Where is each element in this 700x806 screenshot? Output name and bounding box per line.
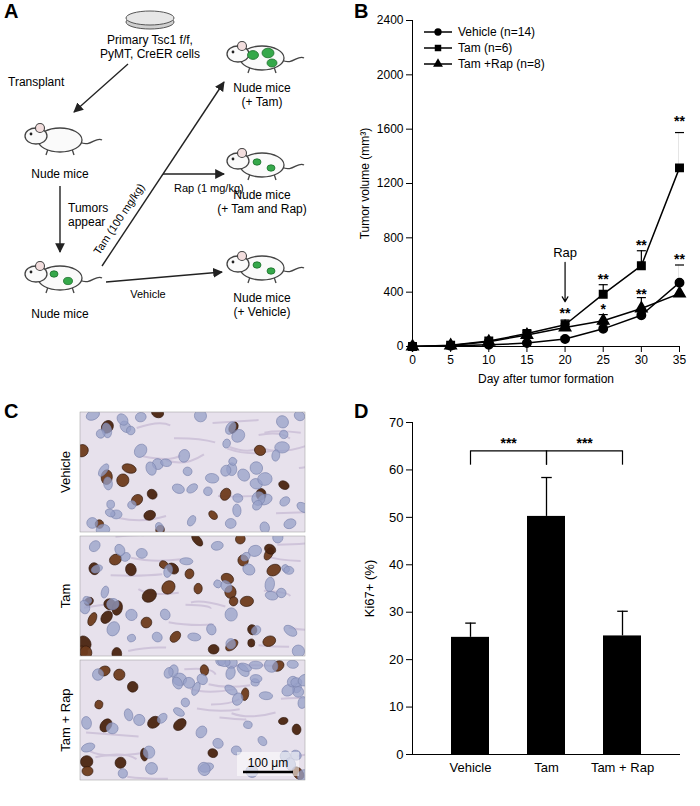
svg-text:**: ** bbox=[674, 112, 685, 128]
svg-text:Tumorsappear: Tumorsappear bbox=[68, 201, 108, 229]
html-text:A: A bbox=[4, 0, 19, 22]
svg-text:70: 70 bbox=[389, 415, 403, 430]
svg-text:Tam + Rap: Tam + Rap bbox=[591, 760, 654, 775]
svg-text:Vehicle: Vehicle bbox=[130, 288, 165, 300]
svg-text:400: 400 bbox=[383, 285, 403, 299]
svg-text:60: 60 bbox=[389, 462, 403, 477]
svg-text:0: 0 bbox=[409, 353, 416, 367]
svg-text:Tumor volume (mm³): Tumor volume (mm³) bbox=[358, 128, 372, 240]
svg-text:35: 35 bbox=[673, 353, 687, 367]
svg-text:PyMT, CreER cells: PyMT, CreER cells bbox=[100, 47, 200, 61]
svg-text:30: 30 bbox=[389, 604, 403, 619]
svg-text:**: ** bbox=[598, 271, 609, 287]
svg-text:Rap (1 mg/kg): Rap (1 mg/kg) bbox=[174, 182, 244, 194]
svg-text:40: 40 bbox=[389, 557, 403, 572]
svg-text:15: 15 bbox=[520, 353, 534, 367]
svg-text:Nude mice: Nude mice bbox=[31, 167, 89, 181]
svg-text:Nude mice: Nude mice bbox=[233, 81, 291, 95]
svg-text:Nude mice: Nude mice bbox=[233, 188, 291, 202]
svg-text:(+ Vehicle): (+ Vehicle) bbox=[233, 305, 290, 319]
svg-text:Tam + Rap: Tam + Rap bbox=[58, 688, 73, 751]
svg-text:800: 800 bbox=[383, 231, 403, 245]
svg-text:Ki67+ (%): Ki67+ (%) bbox=[362, 560, 377, 617]
svg-text:2400: 2400 bbox=[377, 13, 404, 27]
html-text:Tam (n=6): Tam (n=6) bbox=[458, 41, 513, 55]
svg-text:Tam: Tam bbox=[534, 760, 559, 775]
svg-text:**: ** bbox=[636, 286, 647, 302]
svg-text:Nude mice: Nude mice bbox=[233, 291, 291, 305]
html-text:B: B bbox=[354, 0, 369, 22]
svg-text:Transplant: Transplant bbox=[8, 75, 65, 89]
html-text:Tam +Rap (n=8): Tam +Rap (n=8) bbox=[458, 57, 545, 71]
html-text:D: D bbox=[354, 400, 369, 422]
svg-text:***: *** bbox=[576, 435, 593, 451]
svg-text:Rap: Rap bbox=[553, 245, 577, 260]
svg-text:20: 20 bbox=[389, 652, 403, 667]
svg-text:Vehicle: Vehicle bbox=[58, 451, 73, 493]
svg-text:0: 0 bbox=[396, 747, 403, 762]
html-text:C: C bbox=[4, 400, 19, 422]
svg-text:2000: 2000 bbox=[377, 68, 404, 82]
svg-text:100 μm: 100 μm bbox=[248, 756, 288, 770]
svg-text:**: ** bbox=[560, 305, 571, 321]
svg-text:Primary Tsc1 f/f,: Primary Tsc1 f/f, bbox=[107, 33, 193, 47]
svg-text:30: 30 bbox=[635, 353, 649, 367]
svg-text:10: 10 bbox=[389, 699, 403, 714]
svg-text:*: * bbox=[600, 301, 606, 317]
svg-text:**: ** bbox=[674, 251, 685, 267]
svg-text:Vehicle: Vehicle bbox=[450, 760, 492, 775]
svg-text:Nude mice: Nude mice bbox=[31, 307, 89, 321]
svg-text:10: 10 bbox=[482, 353, 496, 367]
html-text:Vehicle (n=14): Vehicle (n=14) bbox=[458, 25, 536, 39]
svg-text:***: *** bbox=[500, 435, 517, 451]
svg-text:1200: 1200 bbox=[377, 176, 404, 190]
svg-text:Day after tumor formation: Day after tumor formation bbox=[478, 372, 614, 386]
svg-text:5: 5 bbox=[447, 353, 454, 367]
svg-text:Tam (100 mg/kg): Tam (100 mg/kg) bbox=[91, 181, 147, 256]
svg-text:20: 20 bbox=[558, 353, 572, 367]
svg-text:1600: 1600 bbox=[377, 122, 404, 136]
svg-text:(+ Tam): (+ Tam) bbox=[242, 95, 283, 109]
svg-text:0: 0 bbox=[397, 339, 404, 353]
svg-text:25: 25 bbox=[597, 353, 611, 367]
svg-text:(+ Tam and Rap): (+ Tam and Rap) bbox=[217, 202, 307, 216]
svg-text:**: ** bbox=[636, 237, 647, 253]
svg-text:50: 50 bbox=[389, 510, 403, 525]
svg-text:Tam: Tam bbox=[58, 584, 73, 609]
